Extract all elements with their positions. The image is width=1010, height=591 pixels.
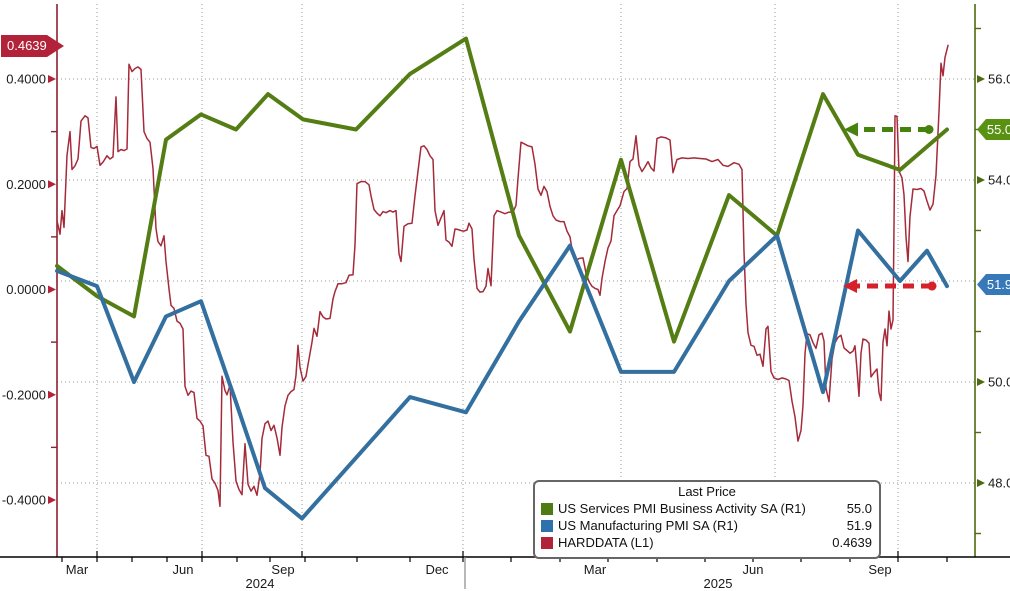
series-line-harddata [56,44,949,508]
x-axis-month-label: Mar [66,562,89,577]
legend-row-harddata: HARDDATA (L1) 0.4639 [535,534,879,551]
right-axis-tick-arrow [977,479,985,487]
legend-title: Last Price [678,484,736,499]
legend: Last Price US Services PMI Business Acti… [533,480,881,559]
right-axis-tick-label: 48.0 [988,476,1010,491]
x-axis-month-label: Dec [425,562,449,577]
right-axis-tick-arrow [977,176,985,184]
legend-row-value: 55.0 [846,501,872,516]
x-axis-month-label: Sep [868,562,891,577]
legend-row-label: HARDDATA (L1) [558,535,654,550]
left-axis-tick-label: -0.2000 [2,387,46,402]
annotation-arrow-dot [924,125,934,134]
services-last-value-badge: 55.0 [977,119,1010,140]
right-axis-tick-arrow [977,378,985,386]
x-axis-year-label: 2024 [246,576,275,591]
left-axis-tick-label: 0.4000 [6,72,46,87]
legend-row-services: US Services PMI Business Activity SA (R1… [535,500,879,517]
left-axis-tick-arrow [48,285,56,294]
series-line-us-services-pmi-business-activity-sa [55,36,949,344]
left-axis-tick-arrow [48,75,56,83]
right-axis-tick-label: 56.0 [988,72,1010,87]
legend-row-value: 0.4639 [832,535,872,550]
x-axis-month-label: Sep [271,562,294,577]
annotation-arrow-dot [927,281,937,291]
left-axis-tick-label: 0.0000 [6,282,46,297]
annotation-arrow-head [844,122,858,137]
left-axis-tick-label: 0.2000 [6,177,46,192]
left-axis-tick-arrow [48,496,56,504]
left-axis-tick-arrow [48,180,56,189]
legend-row-value: 51.9 [846,518,872,533]
right-axis-tick-label: 50.0 [988,375,1010,390]
left-axis-tick-label: -0.4000 [2,493,46,508]
left-axis-tick-arrow [48,390,56,399]
harddata-last-value-badge: 0.4639 [1,35,64,57]
x-axis-month-label: Mar [584,562,607,577]
x-axis-month-label: Jun [173,562,194,577]
legend-row-manufacturing: US Manufacturing PMI SA (R1) 51.9 [535,517,879,534]
manufacturing-last-value-badge: 51.9 [977,274,1010,295]
right-axis-tick-label: 54.0 [988,173,1010,188]
legend-row-label: US Manufacturing PMI SA (R1) [558,518,738,533]
right-axis-tick-arrow [977,75,985,83]
x-axis-month-label: Jun [743,562,764,577]
harddata-series-swatch-icon [541,536,553,549]
manufacturing-series-swatch-icon [541,519,553,532]
x-axis-year-label: 2025 [704,576,733,591]
annotation-arrow-head [843,279,857,294]
series-line-us-manufacturing-pmi-sa [55,228,949,521]
services-series-swatch-icon [541,502,553,515]
legend-row-label: US Services PMI Business Activity SA (R1… [558,501,806,516]
